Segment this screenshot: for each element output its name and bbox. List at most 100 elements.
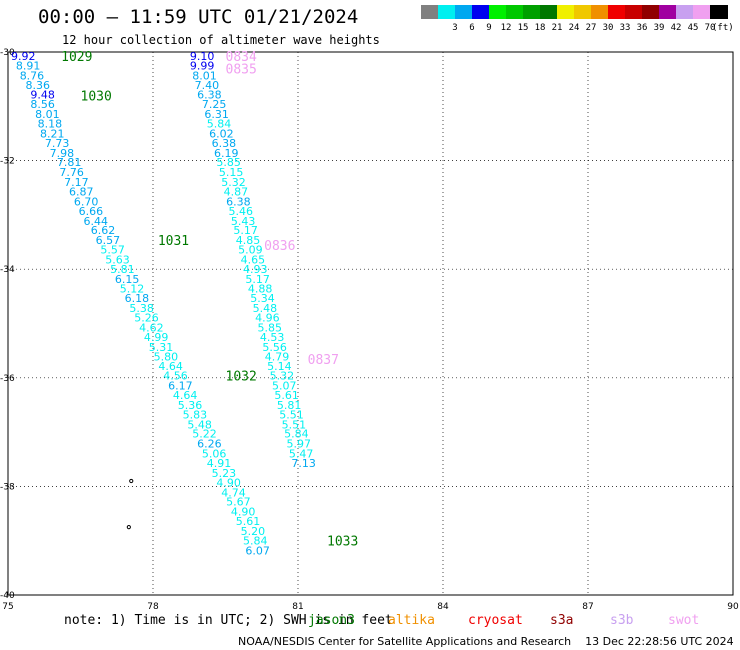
wave-height-value: 6.44 [84, 215, 109, 228]
wave-height-value: 6.26 [197, 438, 222, 451]
y-tick-label: -36 [0, 374, 15, 384]
y-tick-label: -38 [0, 482, 15, 492]
wave-height-value: 7.81 [57, 156, 82, 169]
wave-height-value: 6.02 [209, 127, 234, 140]
wave-height-value: 5.48 [253, 302, 278, 315]
wave-height-value: 8.36 [26, 79, 51, 92]
legend-label: 18 [534, 23, 546, 33]
wave-height-value: 7.76 [59, 166, 83, 179]
wave-height-value: 6.57 [96, 234, 121, 247]
wave-height-value: 5.80 [154, 351, 179, 364]
legend-swatch [693, 5, 711, 19]
wave-height-value: 6.87 [69, 186, 94, 199]
legend-swatch [540, 5, 558, 19]
wave-height-value: 5.32 [270, 370, 295, 383]
wave-height-value: 7.40 [195, 79, 220, 92]
wave-height-value: 8.76 [20, 69, 45, 82]
wave-height-value: 5.51 [279, 409, 304, 422]
legend-label: 3 [452, 23, 458, 33]
wave-height-value: 8.91 [16, 60, 41, 73]
generated-timestamp: 13 Dec 22:28:56 UTC 2024 [585, 635, 734, 648]
wave-height-value: 5.34 [250, 292, 275, 305]
wave-height-value: 4.65 [241, 253, 265, 266]
wave-height-value: 9.99 [190, 60, 215, 73]
satellite-s3a: s3a [550, 613, 574, 628]
wave-height-value: 5.20 [241, 525, 265, 538]
wave-height-value: 8.18 [38, 118, 63, 131]
time-label: 0835 [226, 62, 257, 77]
legend-swatch [421, 5, 439, 19]
legend-label: 21 [551, 23, 563, 33]
plot-frame [7, 51, 734, 596]
x-tick-label: 84 [437, 602, 449, 612]
wave-height-value: 5.15 [219, 166, 244, 179]
land-marker [126, 525, 131, 530]
wave-height-value: 6.31 [204, 108, 229, 121]
legend-swatch [608, 5, 626, 19]
wave-height-value: 5.17 [245, 273, 270, 286]
wave-height-value: 4.90 [216, 477, 241, 490]
wave-height-value: 7.17 [64, 176, 89, 189]
wave-height-value: 4.79 [265, 351, 290, 364]
wave-height-value: 5.83 [183, 409, 208, 422]
wave-height-value: 6.07 [245, 544, 270, 557]
x-tick-label: 90 [727, 602, 739, 612]
wave-height-value: 6.66 [79, 205, 104, 218]
wave-height-value: 5.47 [289, 447, 314, 460]
legend-label: 45 [687, 23, 699, 33]
legend-label: 9 [486, 23, 492, 33]
legend-label: 15 [517, 23, 529, 33]
y-tick-label: -30 [0, 48, 15, 58]
wave-height-value: 4.64 [158, 360, 183, 373]
wave-height-value: 5.51 [282, 418, 307, 431]
wave-height-value: 5.43 [231, 215, 256, 228]
wave-height-value: 5.36 [178, 399, 203, 412]
wave-height-value: 7.13 [291, 457, 316, 470]
wave-height-value: 4.62 [139, 321, 164, 334]
wave-height-value: 4.88 [248, 283, 272, 296]
wave-height-value: 4.56 [163, 370, 188, 383]
legend-swatch [523, 5, 541, 19]
x-tick-label: 81 [292, 602, 303, 612]
x-tick-label: 75 [2, 602, 13, 612]
wave-height-value: 7.25 [202, 98, 227, 111]
x-tick-label: 87 [582, 602, 593, 612]
legend-label: 42 [670, 23, 682, 33]
time-label: 1031 [158, 234, 189, 249]
credit-line: NOAA/NESDIS Center for Satellite Applica… [238, 635, 734, 648]
legend-swatch [625, 5, 643, 19]
wave-height-value: 6.38 [212, 137, 237, 150]
wave-height-value: 8.56 [30, 98, 55, 111]
legend-label: 12 [500, 23, 512, 33]
wave-height-value: 5.48 [187, 418, 212, 431]
wave-height-value: 4.74 [221, 486, 246, 499]
wave-height-value: 7.98 [50, 147, 75, 160]
legend-swatch [710, 5, 728, 19]
wave-height-value: 5.32 [221, 176, 246, 189]
satellite-cryosat: cryosat [468, 613, 523, 628]
y-tick-label: -40 [0, 591, 15, 601]
wave-height-value: 5.14 [267, 360, 292, 373]
legend-label: 39 [653, 23, 665, 33]
satellite-altika: altika [388, 613, 435, 628]
satellite-swot: swot [668, 613, 700, 628]
time-label: 0836 [264, 239, 295, 254]
wave-height-value: 4.96 [255, 312, 279, 325]
legend-label: 6 [469, 23, 475, 33]
wave-height-value: 9.48 [30, 88, 55, 101]
wave-height-value: 5.23 [212, 467, 237, 480]
wave-height-value: 5.26 [134, 312, 159, 325]
legend-swatch [489, 5, 507, 19]
wave-height-value: 4.53 [260, 331, 285, 344]
wave-height-value: 4.87 [224, 186, 249, 199]
wave-height-value: 5.17 [233, 224, 257, 237]
satellite-s3b: s3b [610, 613, 634, 628]
wave-height-value: 5.38 [129, 302, 154, 315]
wave-height-value: 8.21 [40, 127, 65, 140]
legend-swatch [438, 5, 456, 19]
wave-height-value: 5.31 [149, 341, 174, 354]
footer-note: note: 1) Time is in UTC; 2) SWH is in fe… [64, 613, 393, 628]
wave-height-value: 5.12 [120, 283, 145, 296]
legend-swatch [574, 5, 592, 19]
